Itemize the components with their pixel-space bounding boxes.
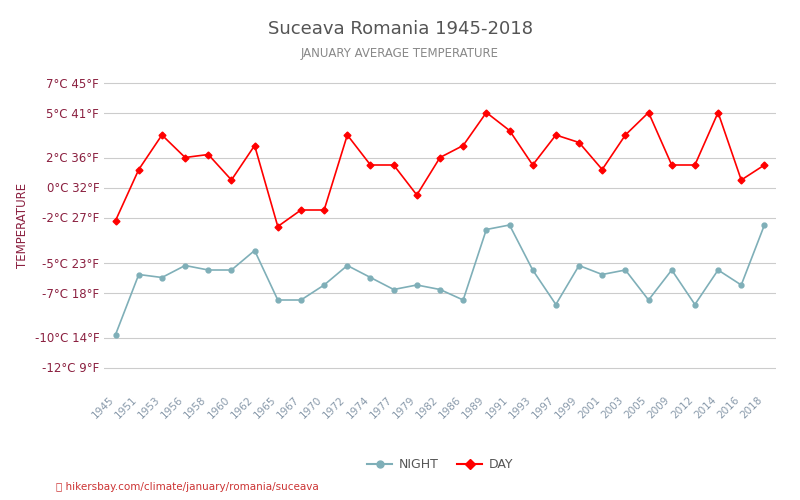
DAY xyxy=(110,218,120,224)
NIGHT xyxy=(551,302,561,308)
Y-axis label: TEMPERATURE: TEMPERATURE xyxy=(16,182,29,268)
DAY xyxy=(737,177,746,183)
DAY xyxy=(366,162,375,168)
NIGHT xyxy=(296,297,306,303)
NIGHT xyxy=(389,286,398,292)
NIGHT xyxy=(667,267,677,273)
DAY xyxy=(412,192,422,198)
NIGHT xyxy=(412,282,422,288)
DAY xyxy=(598,166,607,172)
DAY xyxy=(389,162,398,168)
NIGHT xyxy=(760,222,770,228)
DAY xyxy=(134,166,143,172)
DAY xyxy=(528,162,538,168)
NIGHT xyxy=(366,274,375,280)
DAY xyxy=(342,132,352,138)
DAY xyxy=(435,154,445,160)
DAY xyxy=(574,140,584,145)
DAY xyxy=(319,207,329,213)
NIGHT xyxy=(250,248,259,254)
NIGHT xyxy=(226,267,236,273)
NIGHT xyxy=(180,262,190,268)
Line: DAY: DAY xyxy=(113,110,767,229)
DAY xyxy=(667,162,677,168)
NIGHT xyxy=(273,297,282,303)
DAY xyxy=(551,132,561,138)
DAY xyxy=(203,152,213,158)
DAY xyxy=(644,110,654,116)
DAY xyxy=(621,132,630,138)
DAY xyxy=(273,224,282,230)
NIGHT xyxy=(505,222,514,228)
NIGHT xyxy=(574,262,584,268)
NIGHT xyxy=(342,262,352,268)
DAY xyxy=(180,154,190,160)
NIGHT xyxy=(203,267,213,273)
DAY xyxy=(505,128,514,134)
DAY xyxy=(482,110,491,116)
NIGHT xyxy=(528,267,538,273)
NIGHT xyxy=(157,274,166,280)
NIGHT xyxy=(458,297,468,303)
DAY xyxy=(296,207,306,213)
DAY xyxy=(157,132,166,138)
NIGHT xyxy=(621,267,630,273)
Line: NIGHT: NIGHT xyxy=(113,222,767,337)
NIGHT xyxy=(482,226,491,232)
DAY xyxy=(250,142,259,148)
Text: 📍 hikersbay.com/climate/january/romania/suceava: 📍 hikersbay.com/climate/january/romania/… xyxy=(56,482,318,492)
NIGHT xyxy=(714,267,723,273)
DAY xyxy=(714,110,723,116)
NIGHT xyxy=(644,297,654,303)
NIGHT xyxy=(319,282,329,288)
NIGHT xyxy=(598,272,607,278)
DAY xyxy=(458,142,468,148)
Text: JANUARY AVERAGE TEMPERATURE: JANUARY AVERAGE TEMPERATURE xyxy=(301,48,499,60)
DAY xyxy=(760,162,770,168)
NIGHT xyxy=(134,272,143,278)
DAY xyxy=(226,177,236,183)
DAY xyxy=(690,162,700,168)
NIGHT xyxy=(690,302,700,308)
NIGHT xyxy=(110,332,120,338)
NIGHT xyxy=(435,286,445,292)
Text: Suceava Romania 1945-2018: Suceava Romania 1945-2018 xyxy=(267,20,533,38)
NIGHT xyxy=(737,282,746,288)
Legend: NIGHT, DAY: NIGHT, DAY xyxy=(362,453,518,476)
